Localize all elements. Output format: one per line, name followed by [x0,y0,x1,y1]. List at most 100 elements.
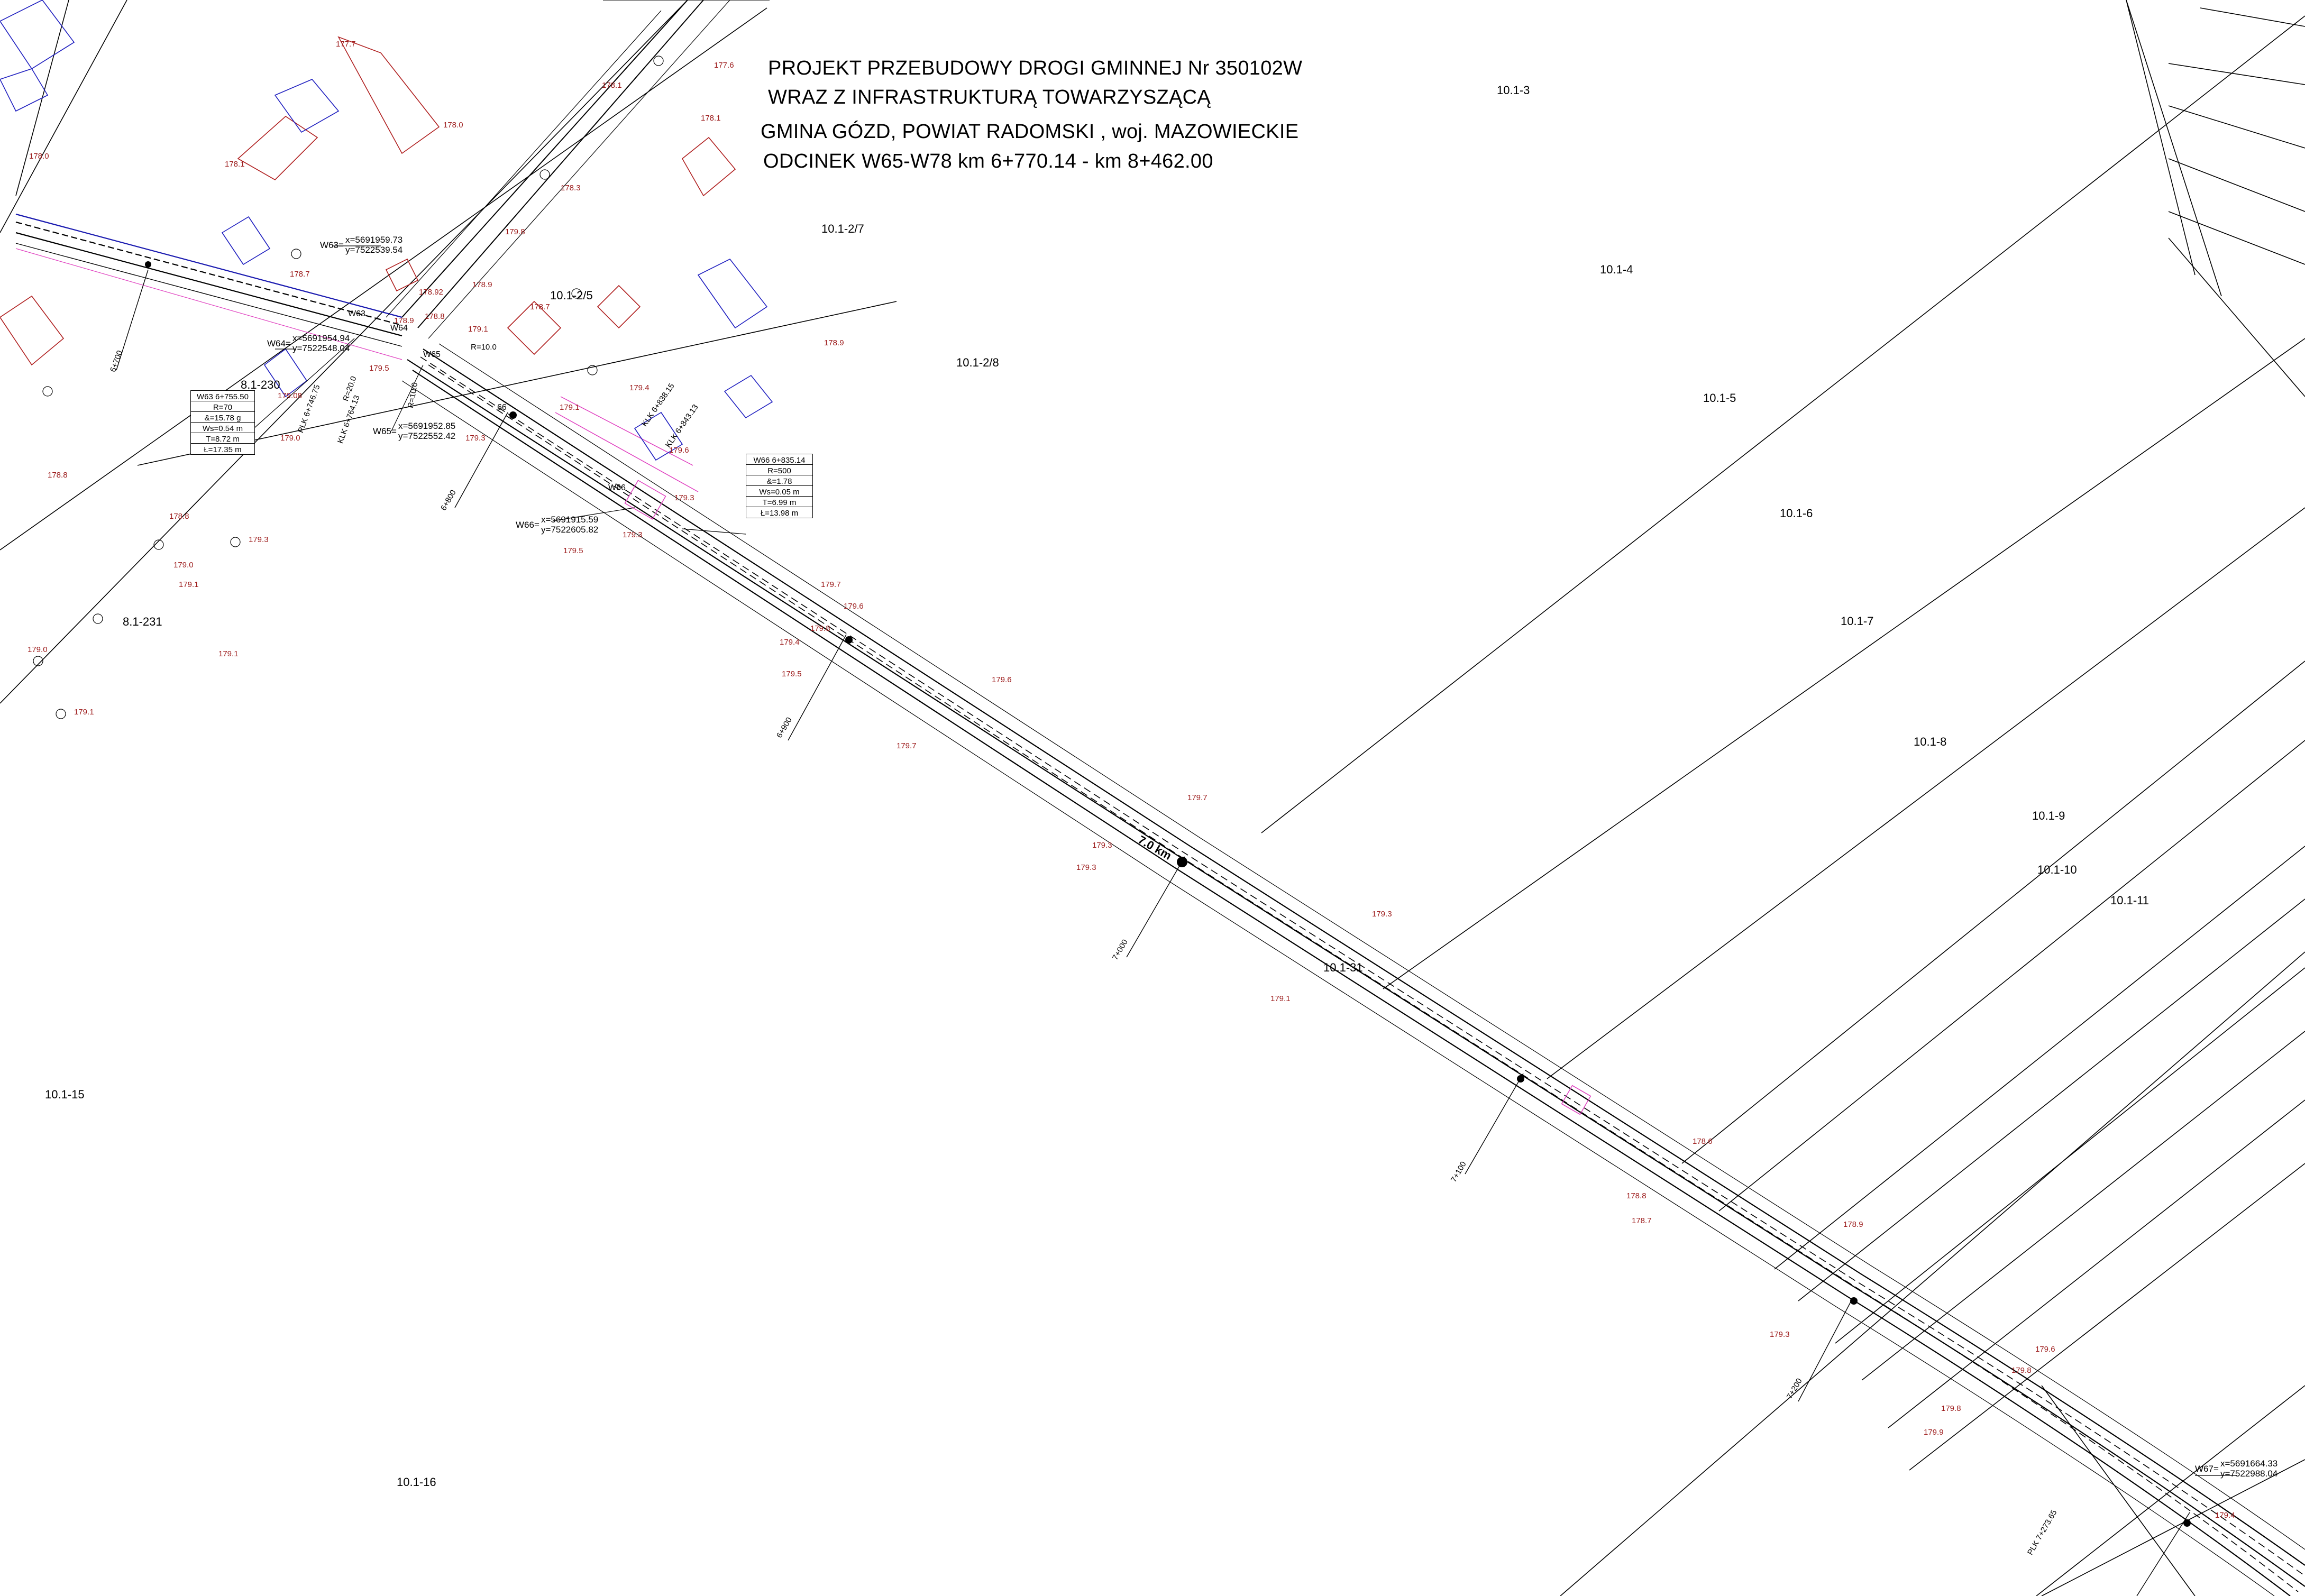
vertex-mark-w64: W64 [390,324,408,333]
elevation-label: 179.9 [1924,1428,1944,1437]
buildings-red [0,36,736,366]
parcel-label: 8.1-230 [241,378,280,391]
elevation-label: 179.6 [2035,1345,2055,1354]
elevation-label: 179.7 [897,741,917,750]
axis-markers [145,261,2191,1527]
curve-table-row: &=15.78 g [191,412,254,423]
elevation-label: 177.6 [714,61,734,70]
elevation-label: 178.7 [530,302,550,311]
coord-y: y=7522988.04 [2220,1469,2278,1479]
curve-table-row: R=70 [191,401,254,412]
elevation-label: 179.3 [249,535,269,544]
parcel-label: 10.1-11 [2110,894,2149,907]
elevation-label: 179.1 [218,649,239,658]
elevation-label: 179.6 [992,675,1012,684]
elevation-label: 179.3 [1076,863,1096,872]
vertex-mark-w63: W63 [348,309,365,318]
curve-table-row: W63 6+755.50 [191,391,254,401]
coord-x: x=5691959.73 [345,235,403,245]
curve-table-row: &=1.78 [746,475,812,486]
curve-table-row: W66 6+835.14 [746,454,812,465]
curve-table-w66: W66 6+835.14 R=500 &=1.78 Ws=0.05 m T=6.… [746,454,813,518]
elevation-label: 178.1 [225,160,245,169]
elevation-label: 179.0 [280,434,300,443]
elevation-label: 179.4 [780,638,800,647]
road-corridor [401,343,2305,1596]
elevation-label: 179.3 [465,434,486,443]
elevation-label: 179.3 [1770,1330,1790,1339]
parcel-label: 10.1-5 [1703,391,1736,405]
elevation-label: 178.9 [1843,1220,1863,1229]
elevation-label: 178.1 [701,114,721,123]
elevation-label: 179.4 [2215,1511,2235,1520]
elevation-label: 178.0 [29,152,49,161]
misc-label: R=10.0 [471,343,497,352]
curve-table-row: Ł=17.35 m [204,445,242,454]
vertex-coord-label: W66= [516,520,539,530]
curve-table-w63: W63 6+755.50 R=70 &=15.78 g Ws=0.54 m T=… [190,390,255,455]
parcel-label: 10.1-7 [1841,614,1874,628]
leader-lines [253,245,2237,1476]
elevation-label: 179.6 [669,446,689,455]
elevation-label: 178.8 [425,312,445,321]
curve-table-row: R=500 [746,465,812,475]
elevation-label: 178.92 [419,288,443,297]
parcel-label: 10.1-31 [1323,961,1363,974]
elevation-label: 178.3 [561,184,581,192]
vertex-coord-label: W63= [320,240,344,250]
elevation-label: 178.8 [48,471,68,480]
parcel-label: 8.1-231 [123,615,162,628]
coord-x: x=5691664.33 [2220,1459,2278,1469]
elevation-label: 179.8 [1941,1404,1961,1413]
curve-table-row: T=8.72 m [191,433,254,444]
elevation-label: 179.5 [782,669,802,678]
coord-y: y=7522605.82 [541,525,599,535]
survey-points [33,56,664,719]
title-line-4: ODCINEK W65-W78 km 6+770.14 - km 8+462.0… [763,150,1213,172]
elevation-label: 179.8 [505,227,525,236]
parcel-label: 10.1-2/7 [821,222,864,235]
elevation-label: 179.8 [2011,1366,2032,1375]
elevation-label: 178.7 [1632,1216,1652,1225]
elevation-label: 179.6 [844,602,864,611]
curve-table-row: Ws=0.05 m [746,486,812,497]
elevation-label: 178.1 [602,81,622,90]
coord-y: y=7522539.54 [345,245,403,255]
vertex-mark-66: 66 [497,403,507,412]
parcel-label: 10.1-2/5 [550,289,593,302]
elevation-label: 178.8 [169,512,189,521]
coord-x: x=5691954.94 [292,333,350,343]
curve-table-row: T=6.99 m [746,497,812,507]
elevation-label: 178.7 [290,270,310,279]
elevation-label: 178.9 [472,280,492,289]
elevation-label: 179.0 [28,645,48,654]
km-tick-lines [116,269,2190,1596]
vertex-coord-label: W64= [267,338,291,348]
elevation-label: 179.7 [1187,793,1208,802]
elevation-label: 179.5 [369,364,389,373]
elevation-label: 178.6 [1693,1137,1713,1146]
coord-x: x=5691915.59 [541,515,599,525]
coord-x: x=5691952.85 [398,421,456,431]
elevation-label: 179.3 [674,493,694,502]
title-line-2: WRAZ Z INFRASTRUKTURĄ TOWARZYSZĄCĄ [768,86,1211,108]
elevation-label: 178.9 [394,316,414,325]
elevation-label: 179.0 [173,561,194,570]
elevation-label: 179.4 [629,383,650,392]
utility-line [555,396,1591,1115]
vertex-coord-label: W67= [2195,1464,2219,1474]
parcel-label: 10.1-2/8 [956,356,999,369]
elevation-label: 179.1 [74,708,94,717]
vertex-mark-w66: W66 [608,483,626,492]
elevation-label: 179.3 [1092,841,1112,850]
parcel-label: 10.1-4 [1600,263,1633,276]
parcel-label: 10.1-8 [1914,735,1947,748]
elevation-label: 178.8 [1626,1191,1647,1200]
vertex-coord-label: W65= [373,426,397,436]
parcel-label: 10.1-10 [2037,863,2077,876]
parcel-label: 10.1-15 [45,1088,85,1101]
elevation-label: 179.1 [468,325,488,334]
coord-y: y=7522552.42 [398,431,456,441]
parcel-label: 10.1-9 [2032,809,2065,822]
